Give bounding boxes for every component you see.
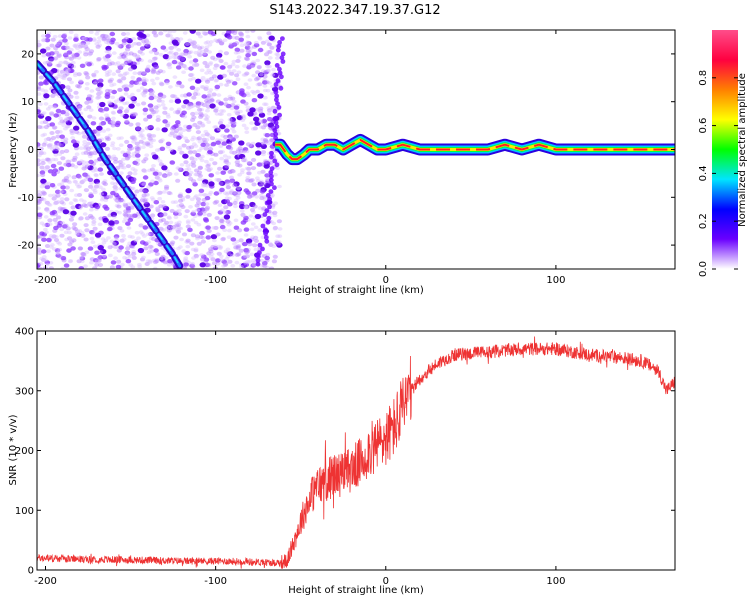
spectrogram-x-axis-label: Height of straight line (km) bbox=[288, 285, 424, 296]
snr-panel: -200 -100 0 100 0 100 200 300 400 Height of stra… bbox=[8, 327, 676, 596]
x-tick-label: -100 bbox=[204, 576, 227, 587]
noise-scatter bbox=[37, 30, 283, 269]
x-tick-label: -100 bbox=[204, 275, 227, 286]
y-tick-label: 0 bbox=[28, 566, 34, 577]
snr-series-line bbox=[37, 336, 675, 569]
colorbar: 0.0 0.2 0.4 0.6 0.8 Normalized spectral ampl… bbox=[698, 30, 748, 277]
colorbar-tick-label: 0.0 bbox=[698, 261, 709, 277]
x-tick-label: 100 bbox=[546, 576, 565, 587]
ridge-signal bbox=[274, 133, 675, 166]
x-tick-label: -200 bbox=[34, 275, 57, 286]
spectrogram-plot-area bbox=[37, 30, 675, 269]
y-tick-label: 10 bbox=[21, 97, 34, 108]
snr-ticks: -200 -100 0 100 0 100 200 300 400 bbox=[15, 327, 675, 587]
y-tick-label: 400 bbox=[15, 327, 34, 338]
colorbar-gradient bbox=[712, 30, 738, 269]
colorbar-tick-label: 0.8 bbox=[698, 70, 709, 86]
faint-trace bbox=[255, 36, 286, 267]
y-tick-label: 200 bbox=[15, 446, 34, 457]
colorbar-label: Normalized spectral amplitude bbox=[737, 73, 748, 227]
y-tick-label: -20 bbox=[18, 241, 34, 252]
colorbar-ticks: 0.0 0.2 0.4 0.6 0.8 bbox=[698, 70, 738, 277]
figure-title: S143.2022.347.19.37.G12 bbox=[269, 3, 440, 18]
snr-x-axis-label: Height of straight line (km) bbox=[288, 585, 424, 596]
y-tick-label: 100 bbox=[15, 506, 34, 517]
snr-y-axis-label: SNR (10 * v/v) bbox=[8, 414, 19, 485]
colorbar-tick-label: 0.6 bbox=[698, 118, 709, 134]
colorbar-tick-label: 0.4 bbox=[698, 165, 709, 181]
y-tick-label: 0 bbox=[28, 145, 34, 156]
y-tick-label: 20 bbox=[21, 49, 34, 60]
x-tick-label: 0 bbox=[383, 576, 389, 587]
y-tick-label: -10 bbox=[18, 193, 34, 204]
snr-plot-area bbox=[37, 336, 675, 569]
x-tick-label: 100 bbox=[546, 275, 565, 286]
x-tick-label: 0 bbox=[383, 275, 389, 286]
colorbar-tick-label: 0.2 bbox=[698, 213, 709, 229]
spectrogram-y-axis-label: Frequency (Hz) bbox=[8, 112, 19, 188]
y-tick-label: 300 bbox=[15, 386, 34, 397]
x-tick-label: -200 bbox=[34, 576, 57, 587]
descending-signal-line bbox=[37, 60, 186, 269]
